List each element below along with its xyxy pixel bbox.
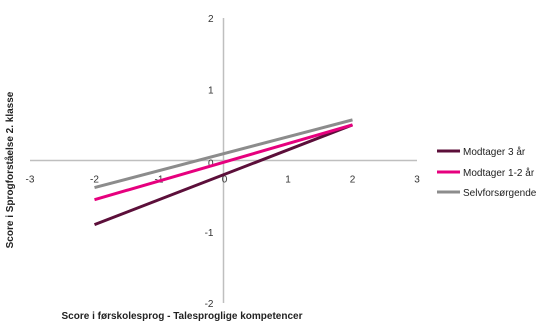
legend-label: Modtager 3 år <box>463 146 526 158</box>
y-tick-label: -2 <box>205 299 214 310</box>
y-tick-label: 1 <box>208 85 214 96</box>
x-axis-title: Score i førskolesprog - Talesproglige ko… <box>62 311 303 322</box>
series-line <box>94 118 353 190</box>
y-tick-label: -1 <box>205 228 214 239</box>
x-tick-label: 3 <box>414 175 420 186</box>
series-line <box>94 123 353 202</box>
legend-label: Modtager 1-2 år <box>463 167 535 179</box>
series-line <box>93 123 354 227</box>
series-lines <box>93 118 354 227</box>
x-tick-label: -2 <box>90 175 99 186</box>
legend-label: Selvforsørgende <box>463 188 537 199</box>
y-tick-label: 0 <box>208 159 214 170</box>
legend: Modtager 3 år Modtager 1-2 år Selvforsørge… <box>437 146 537 199</box>
axes <box>30 18 417 303</box>
x-tick-label: 0 <box>222 175 228 186</box>
x-tick-label: -3 <box>26 175 35 186</box>
y-tick-label: 2 <box>208 14 214 25</box>
x-tick-label: 1 <box>285 175 291 186</box>
x-tick-label: 2 <box>350 175 356 186</box>
y-axis-title: Score i Sprogforståelse 2. klasse <box>4 91 16 248</box>
